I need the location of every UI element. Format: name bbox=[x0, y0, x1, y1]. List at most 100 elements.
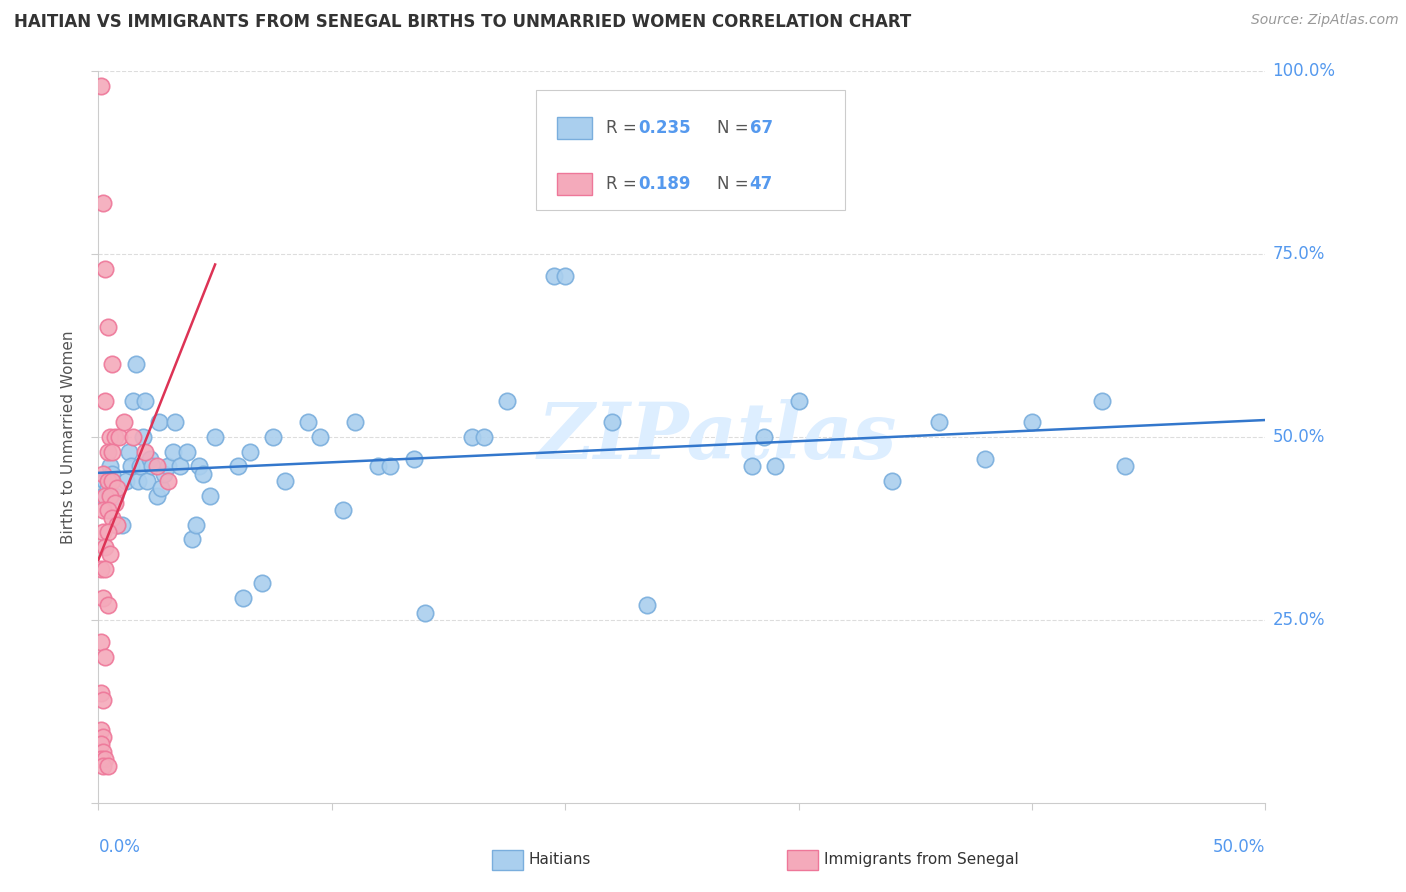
Text: 75.0%: 75.0% bbox=[1272, 245, 1324, 263]
Point bbox=[104, 496, 127, 510]
Point bbox=[1091, 393, 1114, 408]
Point bbox=[141, 459, 163, 474]
Point bbox=[186, 517, 208, 532]
Point bbox=[97, 474, 120, 488]
Point bbox=[98, 459, 121, 474]
Point bbox=[101, 467, 124, 481]
Point bbox=[90, 78, 112, 93]
Point bbox=[91, 489, 114, 503]
Point bbox=[636, 599, 658, 613]
Point bbox=[187, 459, 209, 474]
Point bbox=[157, 474, 180, 488]
Point bbox=[974, 452, 997, 467]
Point bbox=[1021, 416, 1043, 430]
Point bbox=[97, 481, 120, 495]
Point bbox=[91, 467, 114, 481]
Point bbox=[120, 459, 142, 474]
Point bbox=[262, 430, 284, 444]
Point bbox=[146, 489, 169, 503]
Point bbox=[472, 430, 495, 444]
Point bbox=[91, 196, 114, 211]
Point bbox=[105, 517, 128, 532]
Point bbox=[97, 320, 120, 334]
Point bbox=[132, 430, 155, 444]
Point bbox=[232, 591, 254, 605]
Point bbox=[250, 576, 273, 591]
Point bbox=[94, 489, 117, 503]
Bar bbox=[557, 117, 592, 139]
Point bbox=[91, 759, 114, 773]
Point bbox=[91, 503, 114, 517]
Point bbox=[90, 737, 112, 751]
Text: Source: ZipAtlas.com: Source: ZipAtlas.com bbox=[1251, 13, 1399, 28]
Text: 50.0%: 50.0% bbox=[1272, 428, 1324, 446]
Point bbox=[165, 416, 187, 430]
Point bbox=[101, 444, 124, 458]
Point bbox=[104, 430, 127, 444]
Point bbox=[122, 430, 145, 444]
Point bbox=[98, 547, 121, 561]
Point bbox=[98, 430, 121, 444]
Point bbox=[169, 459, 191, 474]
Point bbox=[98, 489, 121, 503]
Point bbox=[125, 357, 148, 371]
Point bbox=[97, 759, 120, 773]
Point bbox=[928, 416, 950, 430]
Text: HAITIAN VS IMMIGRANTS FROM SENEGAL BIRTHS TO UNMARRIED WOMEN CORRELATION CHART: HAITIAN VS IMMIGRANTS FROM SENEGAL BIRTH… bbox=[14, 13, 911, 31]
Point bbox=[741, 459, 763, 474]
Text: ZIPatlas: ZIPatlas bbox=[537, 399, 897, 475]
Point bbox=[239, 444, 262, 458]
Point bbox=[104, 489, 127, 503]
Point bbox=[105, 517, 128, 532]
Text: 25.0%: 25.0% bbox=[1272, 611, 1324, 629]
Point bbox=[108, 430, 131, 444]
Point bbox=[90, 752, 112, 766]
Text: Immigrants from Senegal: Immigrants from Senegal bbox=[824, 853, 1019, 867]
Point bbox=[97, 599, 120, 613]
Point bbox=[105, 481, 128, 495]
Point bbox=[543, 269, 565, 284]
Point bbox=[600, 416, 623, 430]
Point bbox=[91, 591, 114, 605]
Point bbox=[134, 444, 156, 458]
Point bbox=[274, 474, 297, 488]
Point bbox=[91, 730, 114, 744]
Point bbox=[91, 693, 114, 707]
Text: N =: N = bbox=[717, 175, 754, 193]
FancyBboxPatch shape bbox=[536, 89, 845, 211]
Point bbox=[101, 357, 124, 371]
Text: 0.0%: 0.0% bbox=[98, 838, 141, 856]
Point bbox=[127, 474, 149, 488]
Point bbox=[90, 635, 112, 649]
Point bbox=[97, 525, 120, 540]
Point bbox=[97, 444, 120, 458]
Point bbox=[146, 459, 169, 474]
Point bbox=[91, 525, 114, 540]
Point bbox=[122, 393, 145, 408]
Point bbox=[495, 393, 517, 408]
Point bbox=[112, 416, 135, 430]
Text: R =: R = bbox=[606, 120, 643, 137]
Point bbox=[94, 261, 117, 276]
Point bbox=[752, 430, 775, 444]
Point bbox=[148, 416, 170, 430]
Text: Haitians: Haitians bbox=[529, 853, 591, 867]
Point bbox=[367, 459, 389, 474]
Point bbox=[880, 474, 903, 488]
Point bbox=[193, 467, 215, 481]
Point bbox=[115, 474, 138, 488]
Point bbox=[200, 489, 222, 503]
Point bbox=[111, 517, 134, 532]
Point bbox=[136, 474, 159, 488]
Point bbox=[97, 503, 120, 517]
Point bbox=[91, 745, 114, 759]
Y-axis label: Births to Unmarried Women: Births to Unmarried Women bbox=[60, 330, 76, 544]
Point bbox=[101, 510, 124, 524]
Point bbox=[344, 416, 367, 430]
Text: 0.189: 0.189 bbox=[638, 175, 692, 193]
Point bbox=[204, 430, 226, 444]
Text: R =: R = bbox=[606, 175, 643, 193]
Point bbox=[309, 430, 332, 444]
Point bbox=[787, 393, 810, 408]
Point bbox=[90, 562, 112, 576]
